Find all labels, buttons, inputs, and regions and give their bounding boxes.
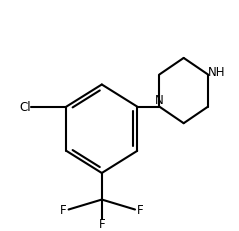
Text: F: F (137, 203, 144, 216)
Text: F: F (98, 217, 105, 230)
Text: Cl: Cl (20, 101, 31, 114)
Text: F: F (60, 203, 66, 216)
Text: NH: NH (208, 65, 226, 78)
Text: N: N (155, 94, 164, 107)
